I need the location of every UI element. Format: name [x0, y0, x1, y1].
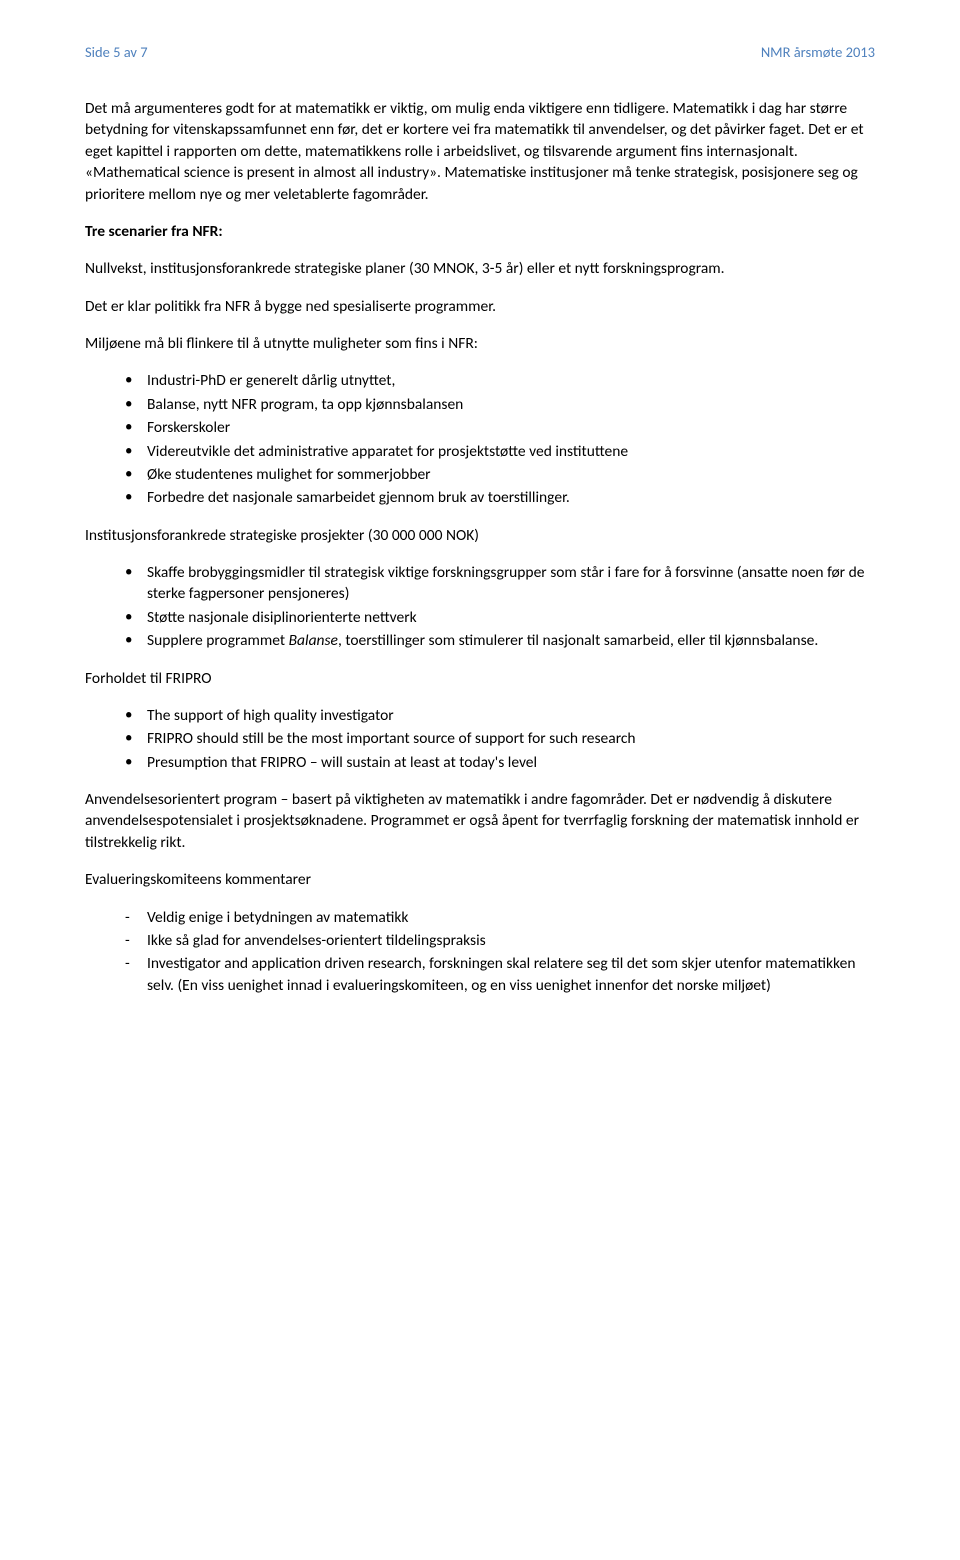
para-nullvekst: Nullvekst, institusjonsforankrede strate… [85, 258, 875, 279]
list-item: Ikke så glad for anvendelses-orientert t… [125, 930, 875, 951]
list-fripro: The support of high quality investigator… [85, 705, 875, 773]
page-header: Side 5 av 7 NMR årsmøte 2013 [85, 42, 875, 62]
list-item: The support of high quality investigator [125, 705, 875, 726]
list-item: Presumption that FRIPRO – will sustain a… [125, 752, 875, 773]
para-institusjons: Institusjonsforankrede strategiske prosj… [85, 525, 875, 546]
heading-scenarier: Tre scenarier fra NFR: [85, 221, 875, 242]
list-kommentarer: Veldig enige i betydningen av matematikk… [85, 907, 875, 997]
list-item: Videreutvikle det administrative apparat… [125, 441, 875, 462]
list-item: FRIPRO should still be the most importan… [125, 728, 875, 749]
list-item: Forskerskoler [125, 417, 875, 438]
para-miljoene: Miljøene må bli flinkere til å utnytte m… [85, 333, 875, 354]
para-politikk: Det er klar politikk fra NFR å bygge ned… [85, 296, 875, 317]
list-item: Balanse, nytt NFR program, ta opp kjønns… [125, 394, 875, 415]
list-nfr-muligheter: Industri-PhD er generelt dårlig utnyttet… [85, 370, 875, 508]
list-item: Skaffe brobyggingsmidler til strategisk … [125, 562, 875, 605]
header-left: Side 5 av 7 [85, 42, 148, 62]
intro-paragraph: Det må argumenteres godt for at matemati… [85, 98, 875, 205]
para-anvendelse: Anvendelsesorientert program – basert på… [85, 789, 875, 853]
list-item: Investigator and application driven rese… [125, 953, 875, 996]
list-prosjekter: Skaffe brobyggingsmidler til strategisk … [85, 562, 875, 652]
list-item: Forbedre det nasjonale samarbeidet gjenn… [125, 487, 875, 508]
list-item: Supplere programmet Balanse, toerstillin… [125, 630, 875, 651]
list-item: Veldig enige i betydningen av matematikk [125, 907, 875, 928]
list-item: Støtte nasjonale disiplinorienterte nett… [125, 607, 875, 628]
list-item: Øke studentenes mulighet for sommerjobbe… [125, 464, 875, 485]
para-evaluering: Evalueringskomiteens kommentarer [85, 869, 875, 890]
header-right: NMR årsmøte 2013 [761, 42, 875, 62]
para-fripro: Forholdet til FRIPRO [85, 668, 875, 689]
list-item: Industri-PhD er generelt dårlig utnyttet… [125, 370, 875, 391]
